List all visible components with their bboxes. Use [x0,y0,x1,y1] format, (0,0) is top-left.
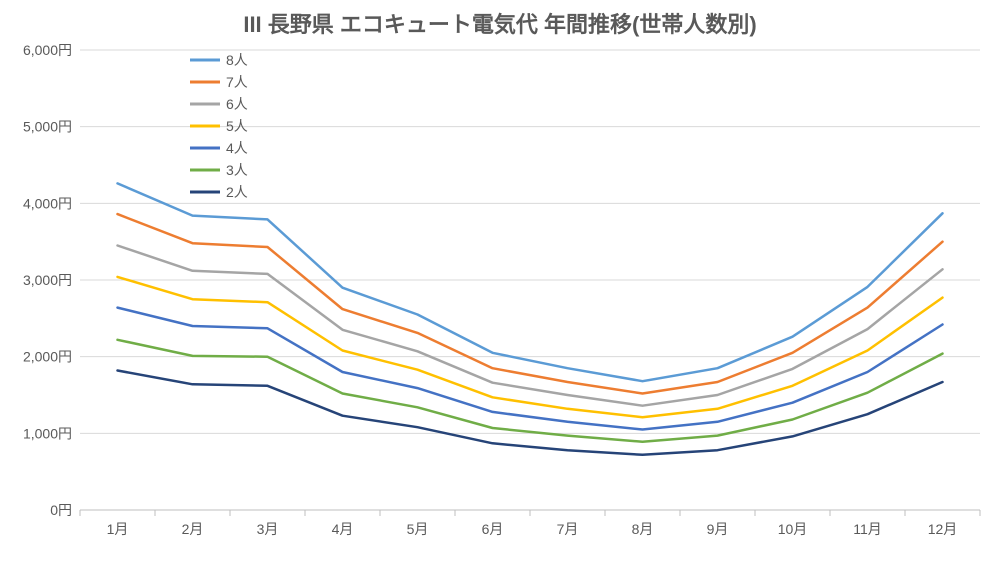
line-chart: III 長野県 エコキュート電気代 年間推移(世帯人数別) 0円 1,000円 2,0… [0,0,1000,562]
x-axis-label: 3月 [257,521,279,537]
x-axis-label: 7月 [557,521,579,537]
legend-label: 5人 [226,118,248,134]
x-axis-label: 10月 [778,521,808,537]
series-line [118,277,943,417]
chart-title: III 長野県 エコキュート電気代 年間推移(世帯人数別) [243,12,756,37]
y-axis-label: 3,000円 [23,272,72,288]
x-axis-label: 4月 [332,521,354,537]
x-axis-label: 12月 [928,521,958,537]
x-axis-label: 5月 [407,521,429,537]
x-axis-label: 1月 [107,521,129,537]
series-line [118,371,943,455]
y-axis-label: 0円 [50,502,72,518]
series-line [118,214,943,393]
legend-label: 3人 [226,162,248,178]
y-axis-label: 1,000円 [23,425,72,441]
legend-label: 8人 [226,52,248,68]
legend-label: 6人 [226,96,248,112]
y-axis-label: 6,000円 [23,42,72,58]
y-axis-label: 4,000円 [23,195,72,211]
x-axis-label: 2月 [182,521,204,537]
x-axis-label: 9月 [707,521,729,537]
legend-label: 4人 [226,140,248,156]
x-axis-label: 11月 [853,521,882,537]
legend-label: 7人 [226,74,248,90]
series-line [118,183,943,381]
y-axis-label: 5,000円 [23,119,72,135]
series-line [118,246,943,406]
y-axis-label: 2,000円 [23,349,72,365]
legend-label: 2人 [226,184,248,200]
x-axis-label: 8月 [632,521,654,537]
x-axis-label: 6月 [482,521,504,537]
